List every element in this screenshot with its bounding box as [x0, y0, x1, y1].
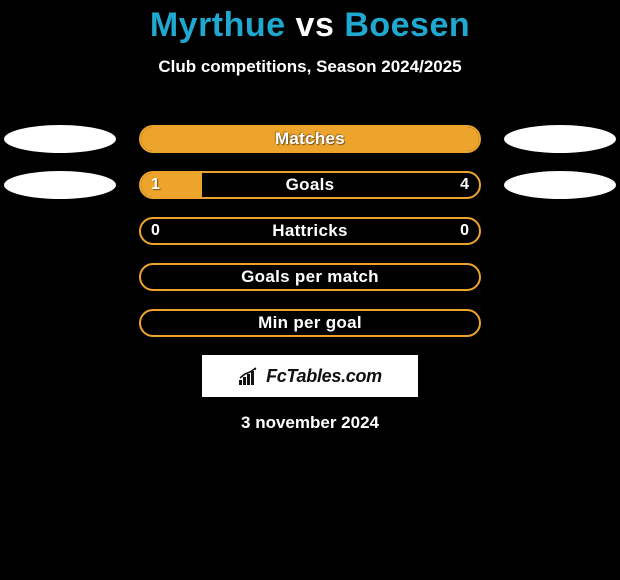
comparison-card: Myrthue vs Boesen Club competitions, Sea…: [0, 0, 620, 580]
date-label: 3 november 2024: [0, 413, 620, 433]
row-mpg: Min per goal: [0, 309, 620, 337]
row-gpm: Goals per match: [0, 263, 620, 291]
bar-label: Min per goal: [258, 313, 362, 333]
player2-name: Boesen: [344, 6, 470, 44]
bar-matches: Matches: [139, 125, 481, 153]
bar-mpg: Min per goal: [139, 309, 481, 337]
value-left: 0: [151, 222, 160, 240]
vs-label: vs: [296, 6, 335, 44]
row-hattricks: 0 Hattricks 0: [0, 217, 620, 245]
bar-label: Goals per match: [241, 267, 379, 287]
value-right: 0: [460, 222, 469, 240]
ellipse-right-icon: [504, 171, 616, 199]
brand-badge[interactable]: FcTables.com: [202, 355, 418, 397]
subtitle: Club competitions, Season 2024/2025: [0, 57, 620, 77]
bar-label: Matches: [275, 129, 345, 149]
brand-text: FcTables.com: [266, 366, 382, 387]
bar-goals: 1 Goals 4: [139, 171, 481, 199]
ellipse-left-icon: [4, 171, 116, 199]
row-goals: 1 Goals 4: [0, 171, 620, 199]
ellipse-left-icon: [4, 125, 116, 153]
ellipse-right-icon: [504, 125, 616, 153]
bar-label: Goals: [286, 175, 335, 195]
stats-block: Matches 1 Goals 4 0 Hattricks: [0, 125, 620, 337]
page-title: Myrthue vs Boesen: [0, 0, 620, 45]
bar-gpm: Goals per match: [139, 263, 481, 291]
bar-label: Hattricks: [272, 221, 347, 241]
player1-name: Myrthue: [150, 6, 286, 44]
value-right: 4: [460, 176, 469, 194]
value-left: 1: [151, 176, 160, 194]
bar-hattricks: 0 Hattricks 0: [139, 217, 481, 245]
row-matches: Matches: [0, 125, 620, 153]
fctables-logo-icon: [238, 366, 262, 386]
